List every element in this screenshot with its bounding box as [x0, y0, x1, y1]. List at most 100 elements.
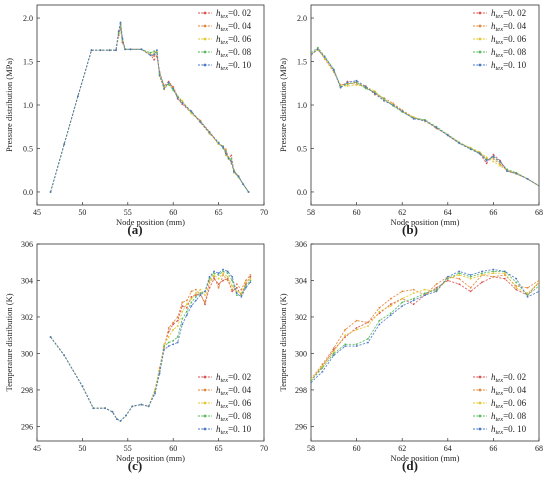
data-point: [373, 92, 376, 95]
data-point: [240, 292, 243, 295]
data-point: [116, 418, 118, 420]
data-point: [538, 285, 539, 287]
legend-entry-5: htex=0. 10: [491, 60, 527, 72]
data-point: [190, 290, 193, 293]
data-point: [119, 420, 122, 422]
data-point: [208, 275, 211, 278]
x-tick-label: 70: [260, 444, 268, 453]
data-point: [195, 296, 197, 298]
data-point: [503, 270, 506, 273]
data-point: [244, 283, 247, 285]
data-point: [478, 152, 481, 155]
x-tick-label: 65: [215, 208, 223, 217]
x-axis-label: Node position (mm): [116, 453, 185, 463]
data-point: [125, 414, 127, 417]
plot-frame: [36, 243, 265, 442]
x-tick-label: 50: [78, 444, 86, 453]
legend-swatch-marker: [203, 24, 207, 28]
data-point: [526, 294, 529, 296]
data-point: [235, 283, 238, 285]
data-point: [503, 277, 506, 280]
data-point: [199, 294, 202, 296]
data-point: [492, 155, 495, 158]
series-markers-5: [49, 268, 252, 422]
data-point: [344, 328, 347, 331]
data-point: [49, 191, 52, 193]
y-tick-label: 300: [295, 349, 307, 358]
data-point: [195, 292, 197, 295]
data-point: [217, 277, 220, 280]
y-tick-label: 0.0: [23, 188, 33, 197]
data-point: [181, 301, 184, 304]
legend-entry-2: htex=0. 04: [216, 21, 252, 33]
data-point: [222, 268, 225, 271]
data-point: [158, 72, 161, 75]
data-point: [446, 134, 449, 137]
x-tick-label: 45: [33, 444, 41, 453]
series-markers-2: [49, 274, 252, 422]
data-point: [185, 310, 188, 313]
panel-caption: (c): [128, 458, 142, 473]
data-point: [231, 275, 234, 278]
data-point: [167, 327, 170, 329]
data-point: [538, 290, 539, 293]
data-point: [321, 363, 324, 366]
series-markers-5: [49, 21, 250, 193]
data-point: [383, 99, 385, 102]
data-point: [435, 288, 438, 291]
x-tick-label: 68: [535, 444, 543, 453]
data-point: [167, 341, 170, 344]
data-point: [185, 299, 188, 302]
x-tick-label: 60: [169, 444, 177, 453]
data-point: [401, 305, 404, 307]
series-line-5: [311, 48, 539, 187]
data-point: [181, 323, 184, 326]
data-point: [389, 305, 392, 307]
data-point: [199, 121, 202, 124]
data-point: [492, 268, 495, 271]
x-tick-label: 64: [444, 444, 452, 453]
series-group: [311, 46, 539, 187]
data-point: [323, 56, 326, 59]
data-point: [185, 306, 188, 309]
series-group: [311, 268, 539, 384]
data-point: [176, 316, 179, 318]
legend-entry-4: htex=0. 08: [491, 47, 527, 59]
x-tick-label: 64: [444, 208, 452, 217]
data-point: [469, 275, 472, 278]
data-point: [401, 110, 404, 112]
data-point: [378, 306, 381, 309]
data-point: [217, 274, 220, 276]
data-point: [242, 183, 245, 186]
data-point: [435, 290, 438, 293]
legend-entry-4: htex=0. 08: [216, 47, 252, 59]
y-tick-label: 298: [295, 386, 307, 395]
data-point: [225, 152, 227, 155]
x-tick-label: 50: [78, 208, 86, 217]
y-tick-label: 1.0: [297, 101, 307, 110]
data-point: [181, 102, 184, 105]
data-point: [172, 339, 175, 342]
data-point: [492, 153, 495, 156]
data-point: [119, 21, 122, 24]
legend-swatch-marker: [478, 37, 482, 41]
data-point: [392, 104, 394, 106]
series-markers-2: [311, 274, 539, 380]
data-point: [244, 286, 247, 289]
data-point: [181, 99, 184, 102]
data-point: [344, 334, 347, 337]
data-point: [217, 283, 220, 285]
data-point: [176, 341, 179, 344]
data-point: [208, 131, 211, 133]
data-point: [424, 119, 426, 122]
legend-entry-1: htex=0. 02: [216, 372, 251, 384]
data-point: [458, 142, 461, 145]
data-point: [316, 48, 319, 51]
data-point: [181, 305, 184, 307]
legend-entry-3: htex=0. 06: [216, 34, 252, 46]
data-point: [204, 290, 206, 293]
series-line-3: [311, 49, 539, 187]
data-point: [515, 286, 518, 289]
legend-entry-4: htex=0. 08: [216, 411, 252, 423]
